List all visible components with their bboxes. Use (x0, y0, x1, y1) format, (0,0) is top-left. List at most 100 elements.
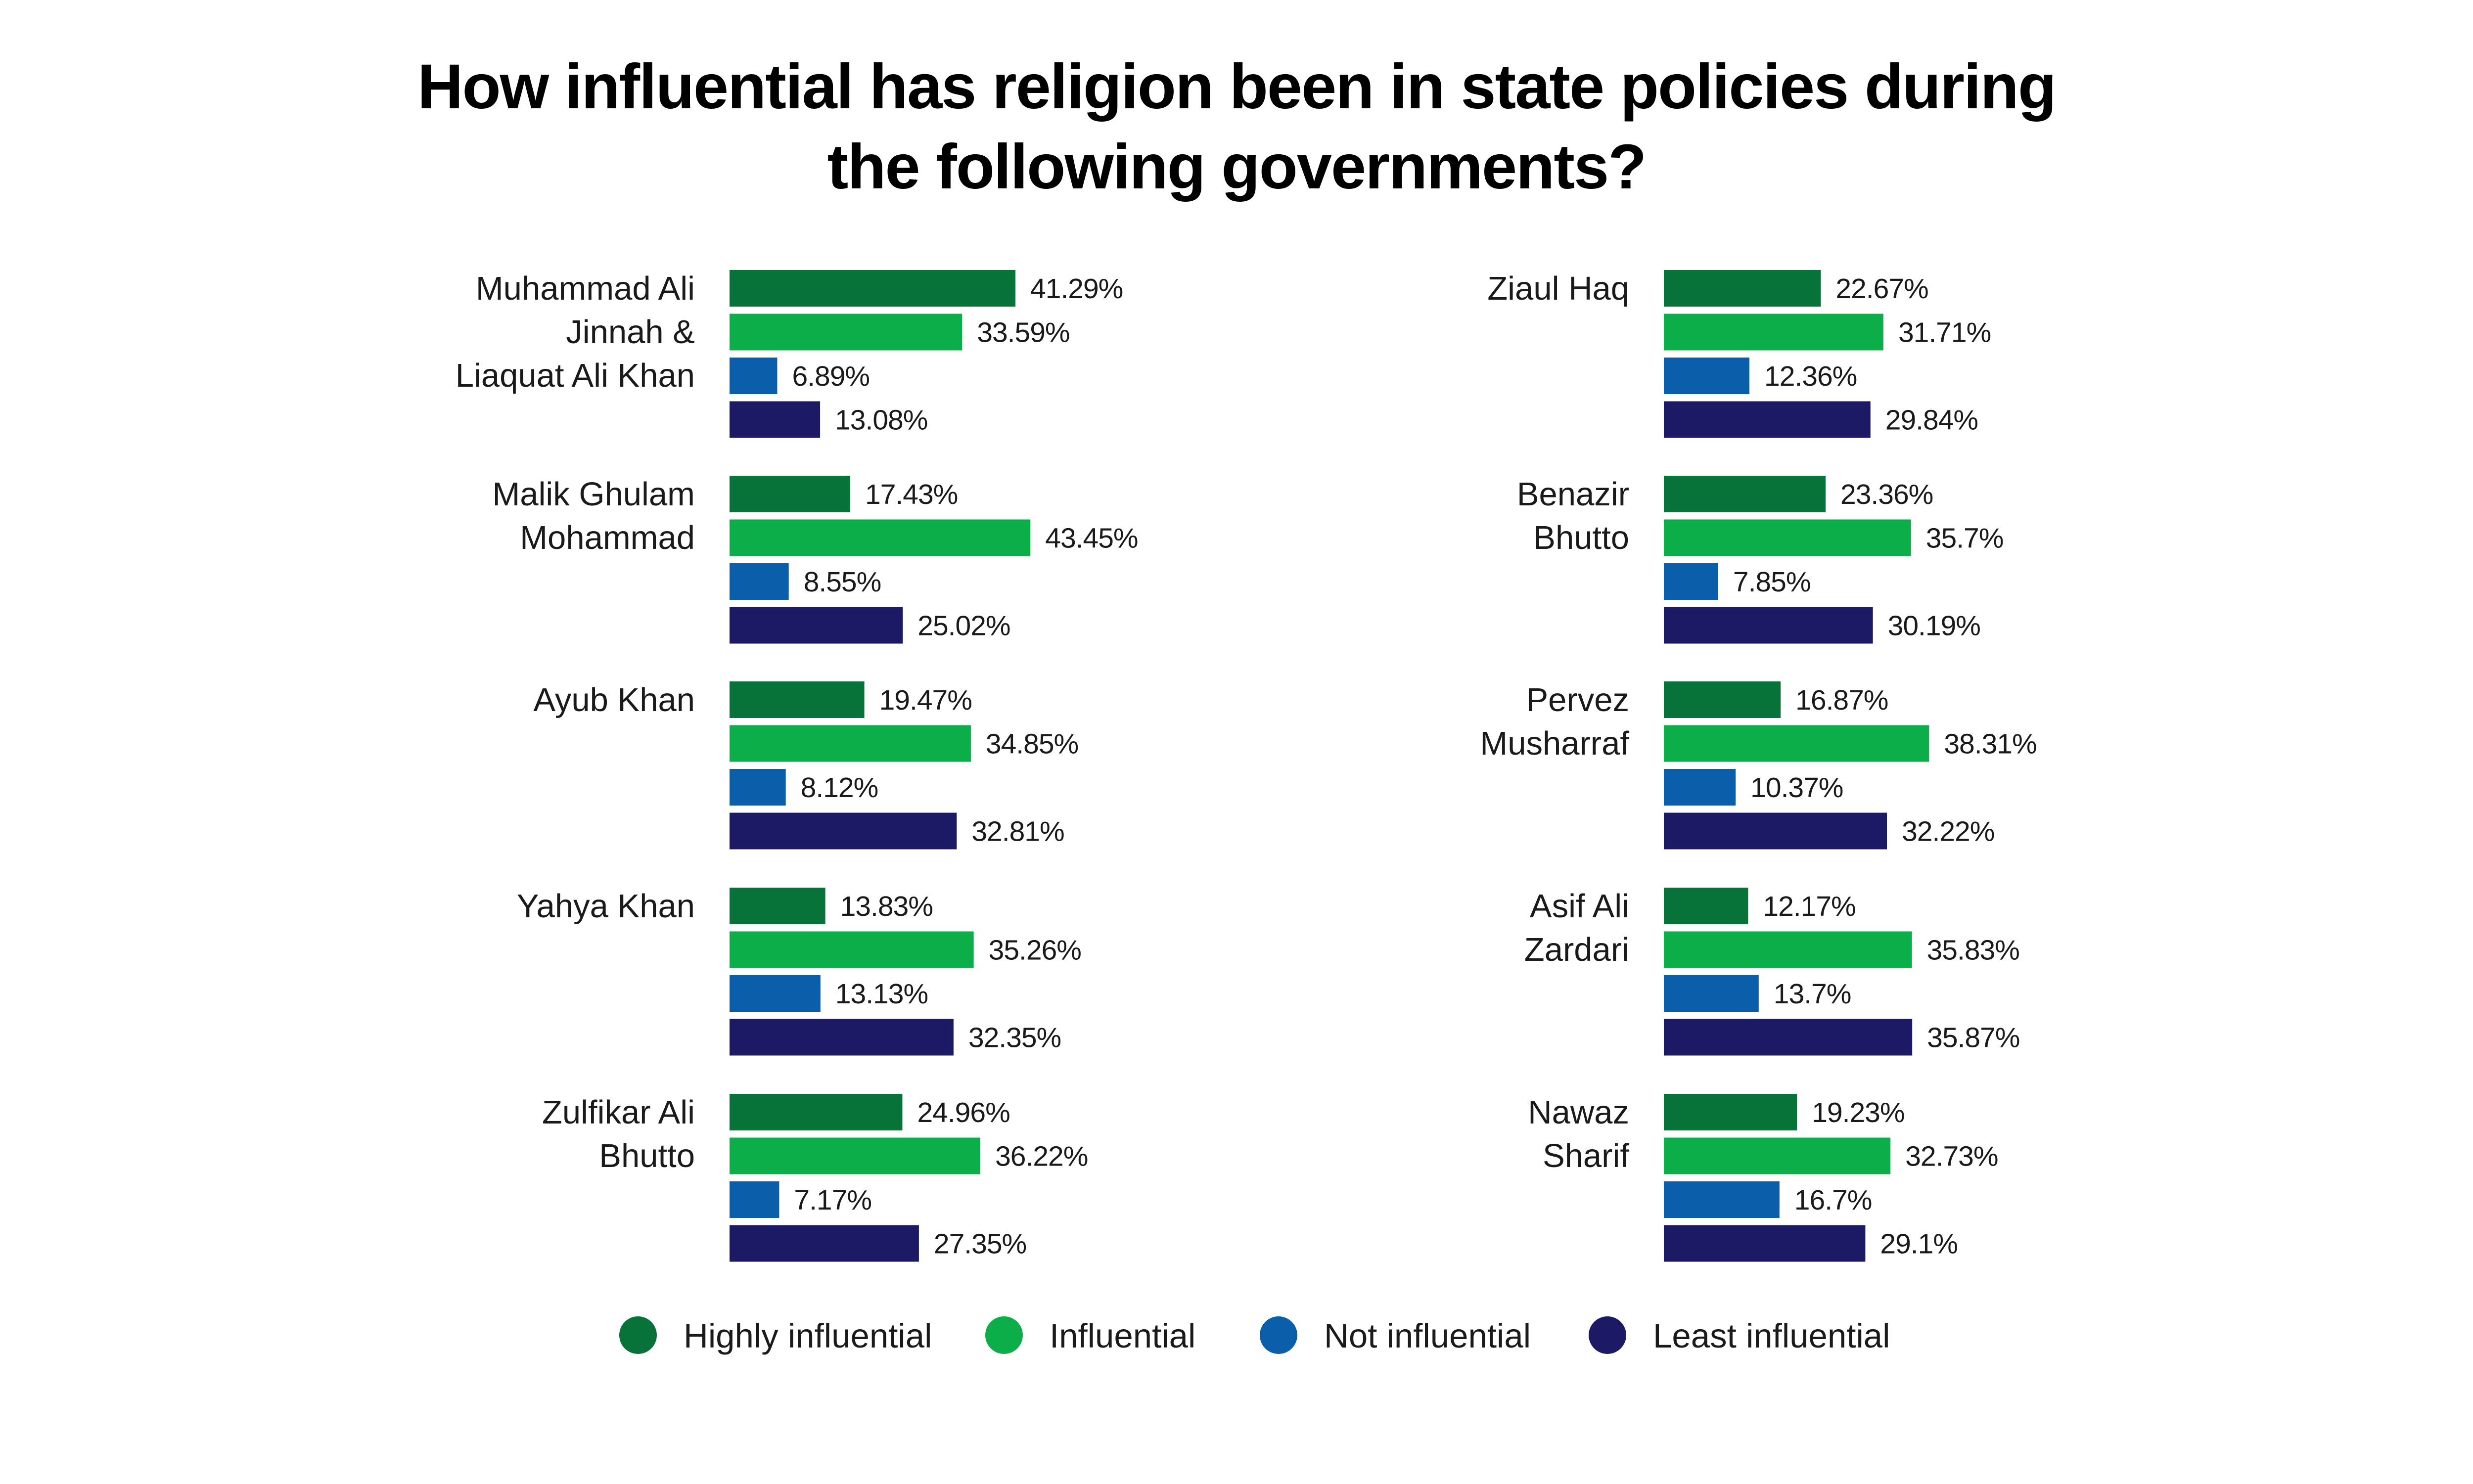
group-label: Sharif (1543, 1137, 1629, 1174)
data-label: 30.19% (1888, 610, 1980, 642)
bar-not-influential (730, 769, 786, 806)
data-label: 32.73% (1905, 1141, 1998, 1172)
bar-influential (730, 931, 974, 968)
group-label: Bhutto (1533, 519, 1629, 556)
bar-influential (730, 519, 1031, 556)
legend-label: Highly influential (684, 1317, 932, 1355)
group-label: Zardari (1524, 931, 1629, 968)
data-label: 13.08% (835, 405, 927, 436)
data-label: 24.96% (917, 1097, 1009, 1128)
group-label: Asif Ali (1530, 888, 1629, 925)
group-label: Jinnah & (566, 314, 695, 351)
group-label: Bhutto (599, 1137, 695, 1174)
bar-influential (1664, 314, 1883, 351)
data-label: 35.83% (1927, 935, 2019, 966)
data-label: 35.7% (1926, 523, 2004, 554)
data-label: 16.87% (1795, 684, 1888, 716)
bar-not-influential (730, 563, 789, 600)
data-label: 19.23% (1812, 1097, 1904, 1128)
data-label: 33.59% (977, 317, 1069, 349)
legend-item-not-influential: Not influential (1260, 1316, 1531, 1355)
data-label: 29.1% (1880, 1228, 1958, 1260)
data-label: 19.47% (879, 684, 972, 716)
legend-item-least-influential: Least influential (1589, 1316, 1890, 1355)
bar-highly-influential (730, 1094, 903, 1130)
group-label: Nawaz (1528, 1094, 1629, 1131)
legend-label: Not influential (1324, 1317, 1531, 1355)
legend-swatch (1260, 1316, 1297, 1354)
data-label: 31.71% (1898, 317, 1991, 349)
data-label: 32.81% (971, 816, 1064, 848)
data-label: 35.87% (1927, 1022, 2019, 1054)
bar-least-influential (1664, 401, 1871, 438)
data-label: 25.02% (917, 610, 1010, 642)
data-label: 23.36% (1840, 479, 1933, 510)
group-yahya-khan: Yahya Khan 13.83% 35.26% 13.13% 32.35% (517, 888, 1082, 1056)
group-label: Ziaul Haq (1487, 270, 1629, 307)
bar-not-influential (1664, 1181, 1780, 1218)
data-label: 10.37% (1750, 772, 1843, 804)
group-label: Benazir (1517, 476, 1629, 513)
data-label: 38.31% (1944, 728, 2036, 760)
bar-not-influential (730, 358, 778, 394)
group-ziaul-haq: Ziaul Haq 22.67% 31.71% 12.36% 29.84% (1487, 270, 1991, 438)
bar-not-influential (730, 975, 821, 1012)
group-label: Liaquat Ali Khan (456, 357, 695, 394)
data-label: 34.85% (986, 728, 1078, 760)
group-muhammad-ali-jinnah-liaquat-ali-khan: Muhammad Ali Jinnah & Liaquat Ali Khan 41.2… (456, 270, 1123, 438)
bar-not-influential (1664, 975, 1759, 1012)
bar-influential (730, 725, 971, 762)
bar-influential (730, 1137, 981, 1174)
legend-label: Least influential (1653, 1317, 1890, 1355)
legend-swatch (619, 1316, 657, 1354)
data-label: 7.85% (1733, 566, 1811, 598)
data-label: 6.89% (792, 360, 870, 392)
group-label: Yahya Khan (517, 888, 695, 925)
legend-item-influential: Influential (985, 1316, 1195, 1355)
group-label: Muhammad Ali (476, 270, 695, 307)
bar-not-influential (1664, 769, 1736, 806)
bar-least-influential (1664, 607, 1873, 644)
legend-swatch (1589, 1316, 1626, 1354)
data-label: 17.43% (865, 479, 958, 510)
data-label: 8.12% (801, 772, 878, 804)
bar-influential (1664, 725, 1929, 762)
data-label: 32.22% (1902, 816, 1994, 848)
chart-title-line-1: How influential has religion been in sta… (417, 51, 2057, 122)
data-label: 27.35% (934, 1228, 1026, 1260)
data-label: 7.17% (794, 1184, 871, 1216)
data-label: 13.83% (840, 891, 933, 922)
legend-swatch (985, 1316, 1023, 1354)
group-nawaz-sharif: Nawaz Sharif 19.23%32.73% 16.7%29.1% (1528, 1094, 1999, 1262)
group-label: Musharraf (1480, 725, 1629, 762)
data-label: 43.45% (1045, 523, 1138, 554)
group-label: Pervez (1526, 681, 1629, 719)
bar-influential (1664, 519, 1911, 556)
legend-label: Influential (1050, 1317, 1195, 1355)
bar-highly-influential (1664, 1094, 1797, 1130)
group-asif-ali-zardari: Asif Ali Zardari 12.17% 35.83% 13.7% 35.87% (1524, 888, 2020, 1056)
bar-highly-influential (730, 681, 865, 718)
bar-influential (1664, 1137, 1891, 1174)
data-label: 29.84% (1885, 405, 1978, 436)
bar-least-influential (730, 401, 821, 438)
group-zulfikar-ali-bhutto: Zulfikar Ali Bhutto 24.96% 36.22% 7.17% 27.35… (542, 1094, 1088, 1262)
bar-not-influential (730, 1181, 779, 1218)
data-label: 13.7% (1774, 978, 1851, 1010)
data-label: 16.7% (1794, 1184, 1872, 1216)
legend-item-highly-influential: Highly influential (619, 1316, 932, 1355)
bar-highly-influential (1664, 681, 1781, 718)
bars-layer: Muhammad Ali Jinnah & Liaquat Ali Khan 41.2… (456, 270, 2037, 1262)
bar-highly-influential (730, 888, 825, 924)
data-label: 12.36% (1764, 360, 1857, 392)
chart-title-line-2: the following governments? (827, 132, 1647, 202)
data-label: 35.26% (989, 935, 1081, 966)
group-label: Zulfikar Ali (542, 1094, 695, 1131)
bar-least-influential (730, 812, 957, 850)
bar-least-influential (730, 1225, 919, 1262)
bar-highly-influential (1664, 476, 1826, 512)
bar-not-influential (1664, 358, 1750, 394)
group-label: Mohammad (520, 519, 695, 556)
chart-title: How influential has religion been in sta… (0, 47, 2473, 207)
group-benazir-bhutto: Benazir Bhutto 23.36% 35.7% 7.85% 30.19% (1517, 476, 2004, 644)
